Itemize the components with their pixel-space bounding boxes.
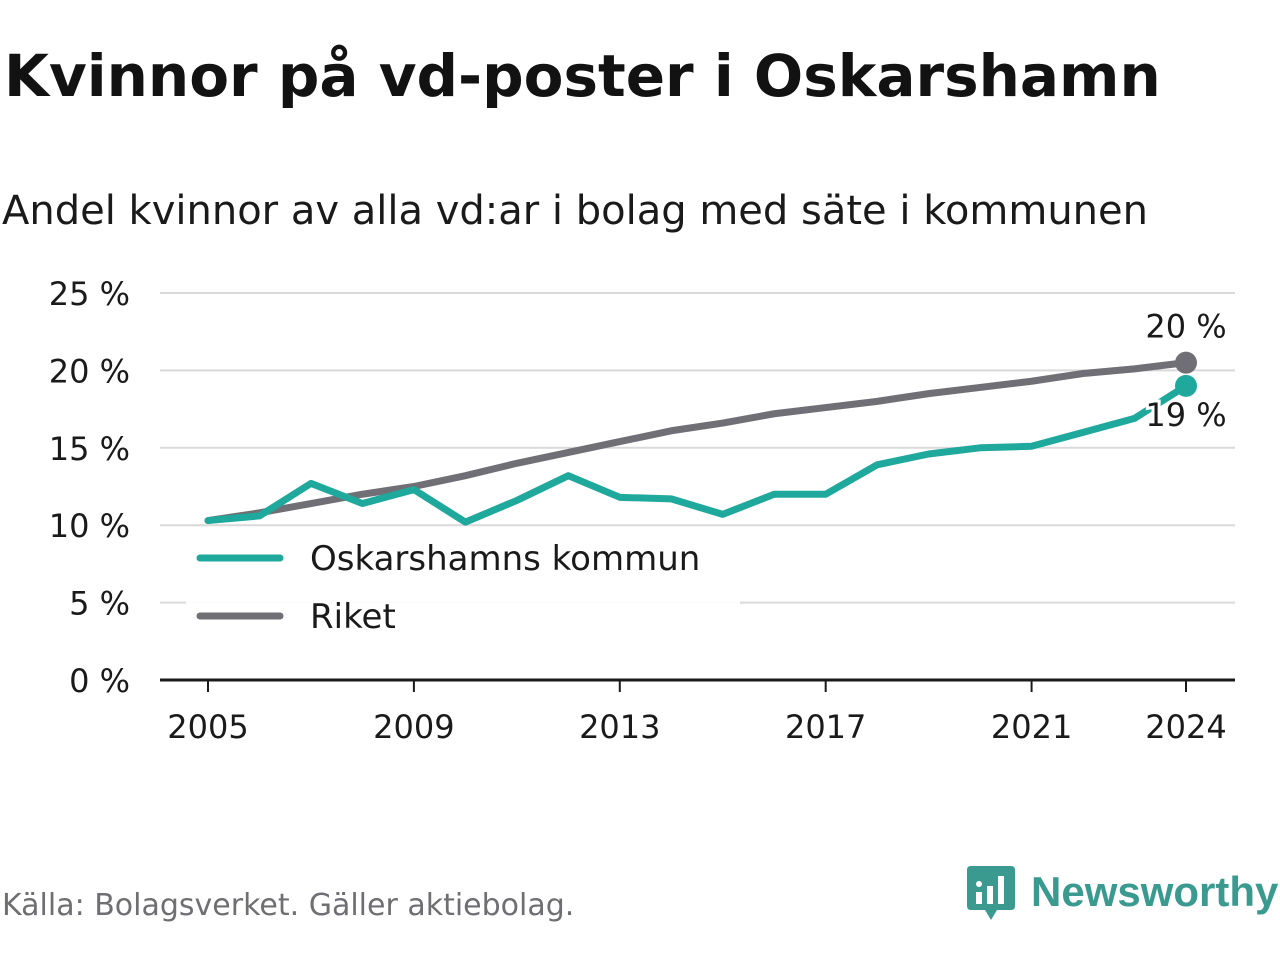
x-tick-label: 2017: [785, 708, 866, 746]
newsworthy-logo-icon: [967, 866, 1015, 920]
x-tick-label: 2024: [1145, 708, 1226, 746]
x-tick-label: 2009: [373, 708, 454, 746]
y-axis-ticks: 0 % 5 % 10 % 15 % 20 % 25 %: [49, 275, 130, 700]
series-end-point-oskarshamn: [1175, 374, 1197, 397]
y-tick-label: 5 %: [69, 585, 130, 623]
source-note: Källa: Bolagsverket. Gäller aktiebolag.: [2, 888, 575, 923]
x-axis-ticks: 2005 2009 2013 2017 2021 2024: [167, 680, 1227, 746]
end-label-oskarshamn: 19 %: [1145, 396, 1226, 434]
brand-name: Newsworthy: [1031, 868, 1279, 915]
x-tick-label: 2021: [991, 708, 1072, 746]
y-tick-label: 10 %: [49, 507, 130, 545]
series-line-oskarshamn: [204, 382, 1190, 526]
y-tick-label: 0 %: [69, 662, 130, 700]
y-tick-label: 25 %: [49, 275, 130, 313]
line-chart: 0 %5 %10 %15 %20 %25 % 2005 2009 2013 2017 2…: [49, 275, 1235, 746]
legend-label-riket: Riket: [310, 597, 396, 637]
end-label-riket: 20 %: [1145, 308, 1226, 346]
y-tick-label: 20 %: [49, 352, 130, 390]
legend-background: [186, 528, 740, 604]
end-labels: 19 % 20 %: [1142, 305, 1229, 437]
brand-logo-block: Newsworthy: [965, 862, 1278, 922]
chart-subtitle: Andel kvinnor av alla vd:ar i bolag med …: [2, 188, 1148, 234]
series-line-riket: [204, 359, 1190, 525]
chart-title: Kvinnor på vd-poster i Oskarshamn: [4, 42, 1161, 110]
legend-label-oskarshamn: Oskarshamns kommun: [310, 539, 700, 579]
legend: Oskarshamns kommun Riket: [186, 528, 740, 637]
x-tick-label: 2013: [579, 708, 660, 746]
y-tick-label: 15 %: [49, 430, 130, 468]
series-lines: [204, 351, 1197, 526]
x-tick-label: 2005: [167, 708, 248, 746]
series-end-point-riket: [1175, 351, 1197, 374]
